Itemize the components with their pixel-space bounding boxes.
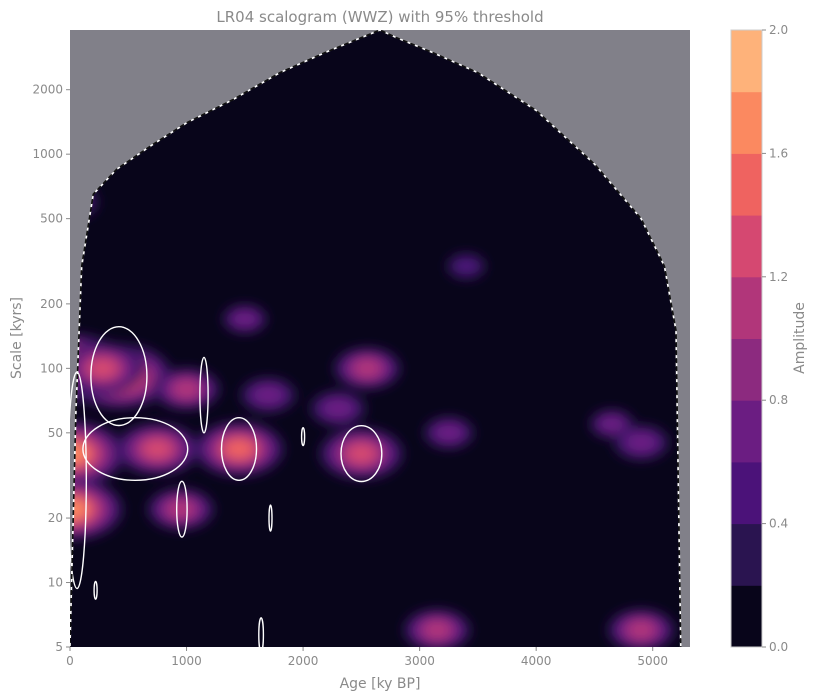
significance-contours [70, 326, 383, 647]
colorbar-band-4 [731, 338, 762, 401]
amplitude-blob-9-level-5 [354, 359, 381, 378]
amplitude-blob-6-level-6 [143, 439, 171, 459]
x-tick-label-2: 2000 [288, 654, 319, 668]
colorbar-band-0 [731, 585, 762, 648]
amplitude-blob-12-level-3 [253, 385, 283, 405]
amplitude-blob-group [70, 184, 675, 647]
y-axis-label: Scale [kyrs] [9, 297, 25, 379]
x-tick-label-5: 5000 [637, 654, 668, 668]
y-tick-label-4: 100 [40, 361, 63, 375]
significance-contour-9 [93, 580, 98, 600]
colorbar-tick-label-0: 0.0 [769, 640, 788, 654]
x-tick-label-1: 1000 [171, 654, 202, 668]
colorbar-band-6 [731, 215, 762, 278]
colorbar-band-3 [731, 400, 762, 463]
significance-contour-6 [199, 356, 209, 434]
colorbar-band-1 [731, 523, 762, 586]
chart-title: LR04 scalogram (WWZ) with 95% threshold [216, 8, 543, 26]
significance-contour-4 [340, 425, 383, 483]
amplitude-blob-10-level-5 [173, 380, 200, 399]
colorbar-tick-label-3: 1.2 [769, 270, 788, 284]
y-tick-label-3: 50 [48, 426, 63, 440]
amplitude-contours [70, 184, 675, 647]
amplitude-blob-17-level-5 [424, 621, 451, 639]
colorbar-band-9 [731, 30, 762, 93]
x-axis-label: Age [ky BP] [340, 676, 421, 692]
amplitude-blob-16-level-3 [626, 432, 656, 453]
y-tick-label-0: 5 [55, 640, 63, 654]
y-tick-label-5: 200 [40, 297, 63, 311]
plot-area [70, 30, 690, 647]
amplitude-blob-19-level-3 [232, 310, 258, 328]
y-tick-label-8: 2000 [32, 83, 63, 97]
significance-contour-10 [258, 617, 265, 647]
colorbar-tick-label-1: 0.4 [769, 517, 788, 531]
cone-of-influence-line-dark [70, 30, 682, 647]
colorbar-band-5 [731, 276, 762, 339]
colorbar-label: Amplitude [792, 302, 808, 374]
significance-contour-1 [82, 417, 189, 482]
x-axis-ticks: 0 1000 2000 3000 4000 5000 [66, 647, 668, 668]
amplitude-blob-8-level-6 [347, 444, 375, 463]
y-tick-label-7: 1000 [32, 147, 63, 161]
significance-contour-8 [300, 427, 306, 447]
amplitude-blob-15-level-3 [599, 415, 625, 433]
x-tick-label-4: 4000 [521, 654, 552, 668]
amplitude-blob-13-level-3 [323, 398, 353, 419]
colorbar: 0.0 0.4 0.8 1.2 1.6 2.0 Amplitude [730, 23, 808, 654]
colorbar-tick-label-4: 1.6 [769, 146, 788, 160]
amplitude-blob-18-level-5 [628, 621, 655, 639]
significance-contour-3 [220, 417, 258, 482]
colorbar-ticks: 0.0 0.4 0.8 1.2 1.6 2.0 [762, 23, 788, 654]
colorbar-bands [731, 30, 762, 648]
significance-contour-0 [90, 326, 148, 427]
amplitude-blob-11-level-5 [167, 500, 194, 519]
colorbar-band-2 [731, 461, 762, 525]
amplitude-blob-5-level-6 [89, 359, 117, 378]
colorbar-band-7 [731, 153, 762, 216]
y-tick-label-1: 10 [48, 576, 63, 590]
y-tick-label-2: 20 [48, 511, 63, 525]
colorbar-tick-label-5: 2.0 [769, 23, 788, 37]
y-axis-ticks: 5 10 20 50 100 200 500 1000 2000 [32, 83, 70, 654]
y-tick-label-6: 500 [40, 212, 63, 226]
cone-of-influence-line [70, 30, 682, 647]
amplitude-blob-7-level-7 [225, 439, 253, 459]
axes: 0 1000 2000 3000 4000 5000 5 10 20 50 100 200 500 10… [9, 83, 668, 692]
colorbar-band-8 [731, 91, 762, 154]
x-tick-label-3: 3000 [404, 654, 435, 668]
x-tick-label-0: 0 [66, 654, 74, 668]
colorbar-tick-label-2: 0.8 [769, 393, 788, 407]
amplitude-blob-14-level-3 [435, 423, 463, 443]
significance-contour-5 [175, 480, 188, 538]
colorbar-frame [730, 29, 763, 648]
significance-contour-7 [268, 504, 273, 532]
amplitude-blob-20-level-2 [452, 256, 480, 276]
